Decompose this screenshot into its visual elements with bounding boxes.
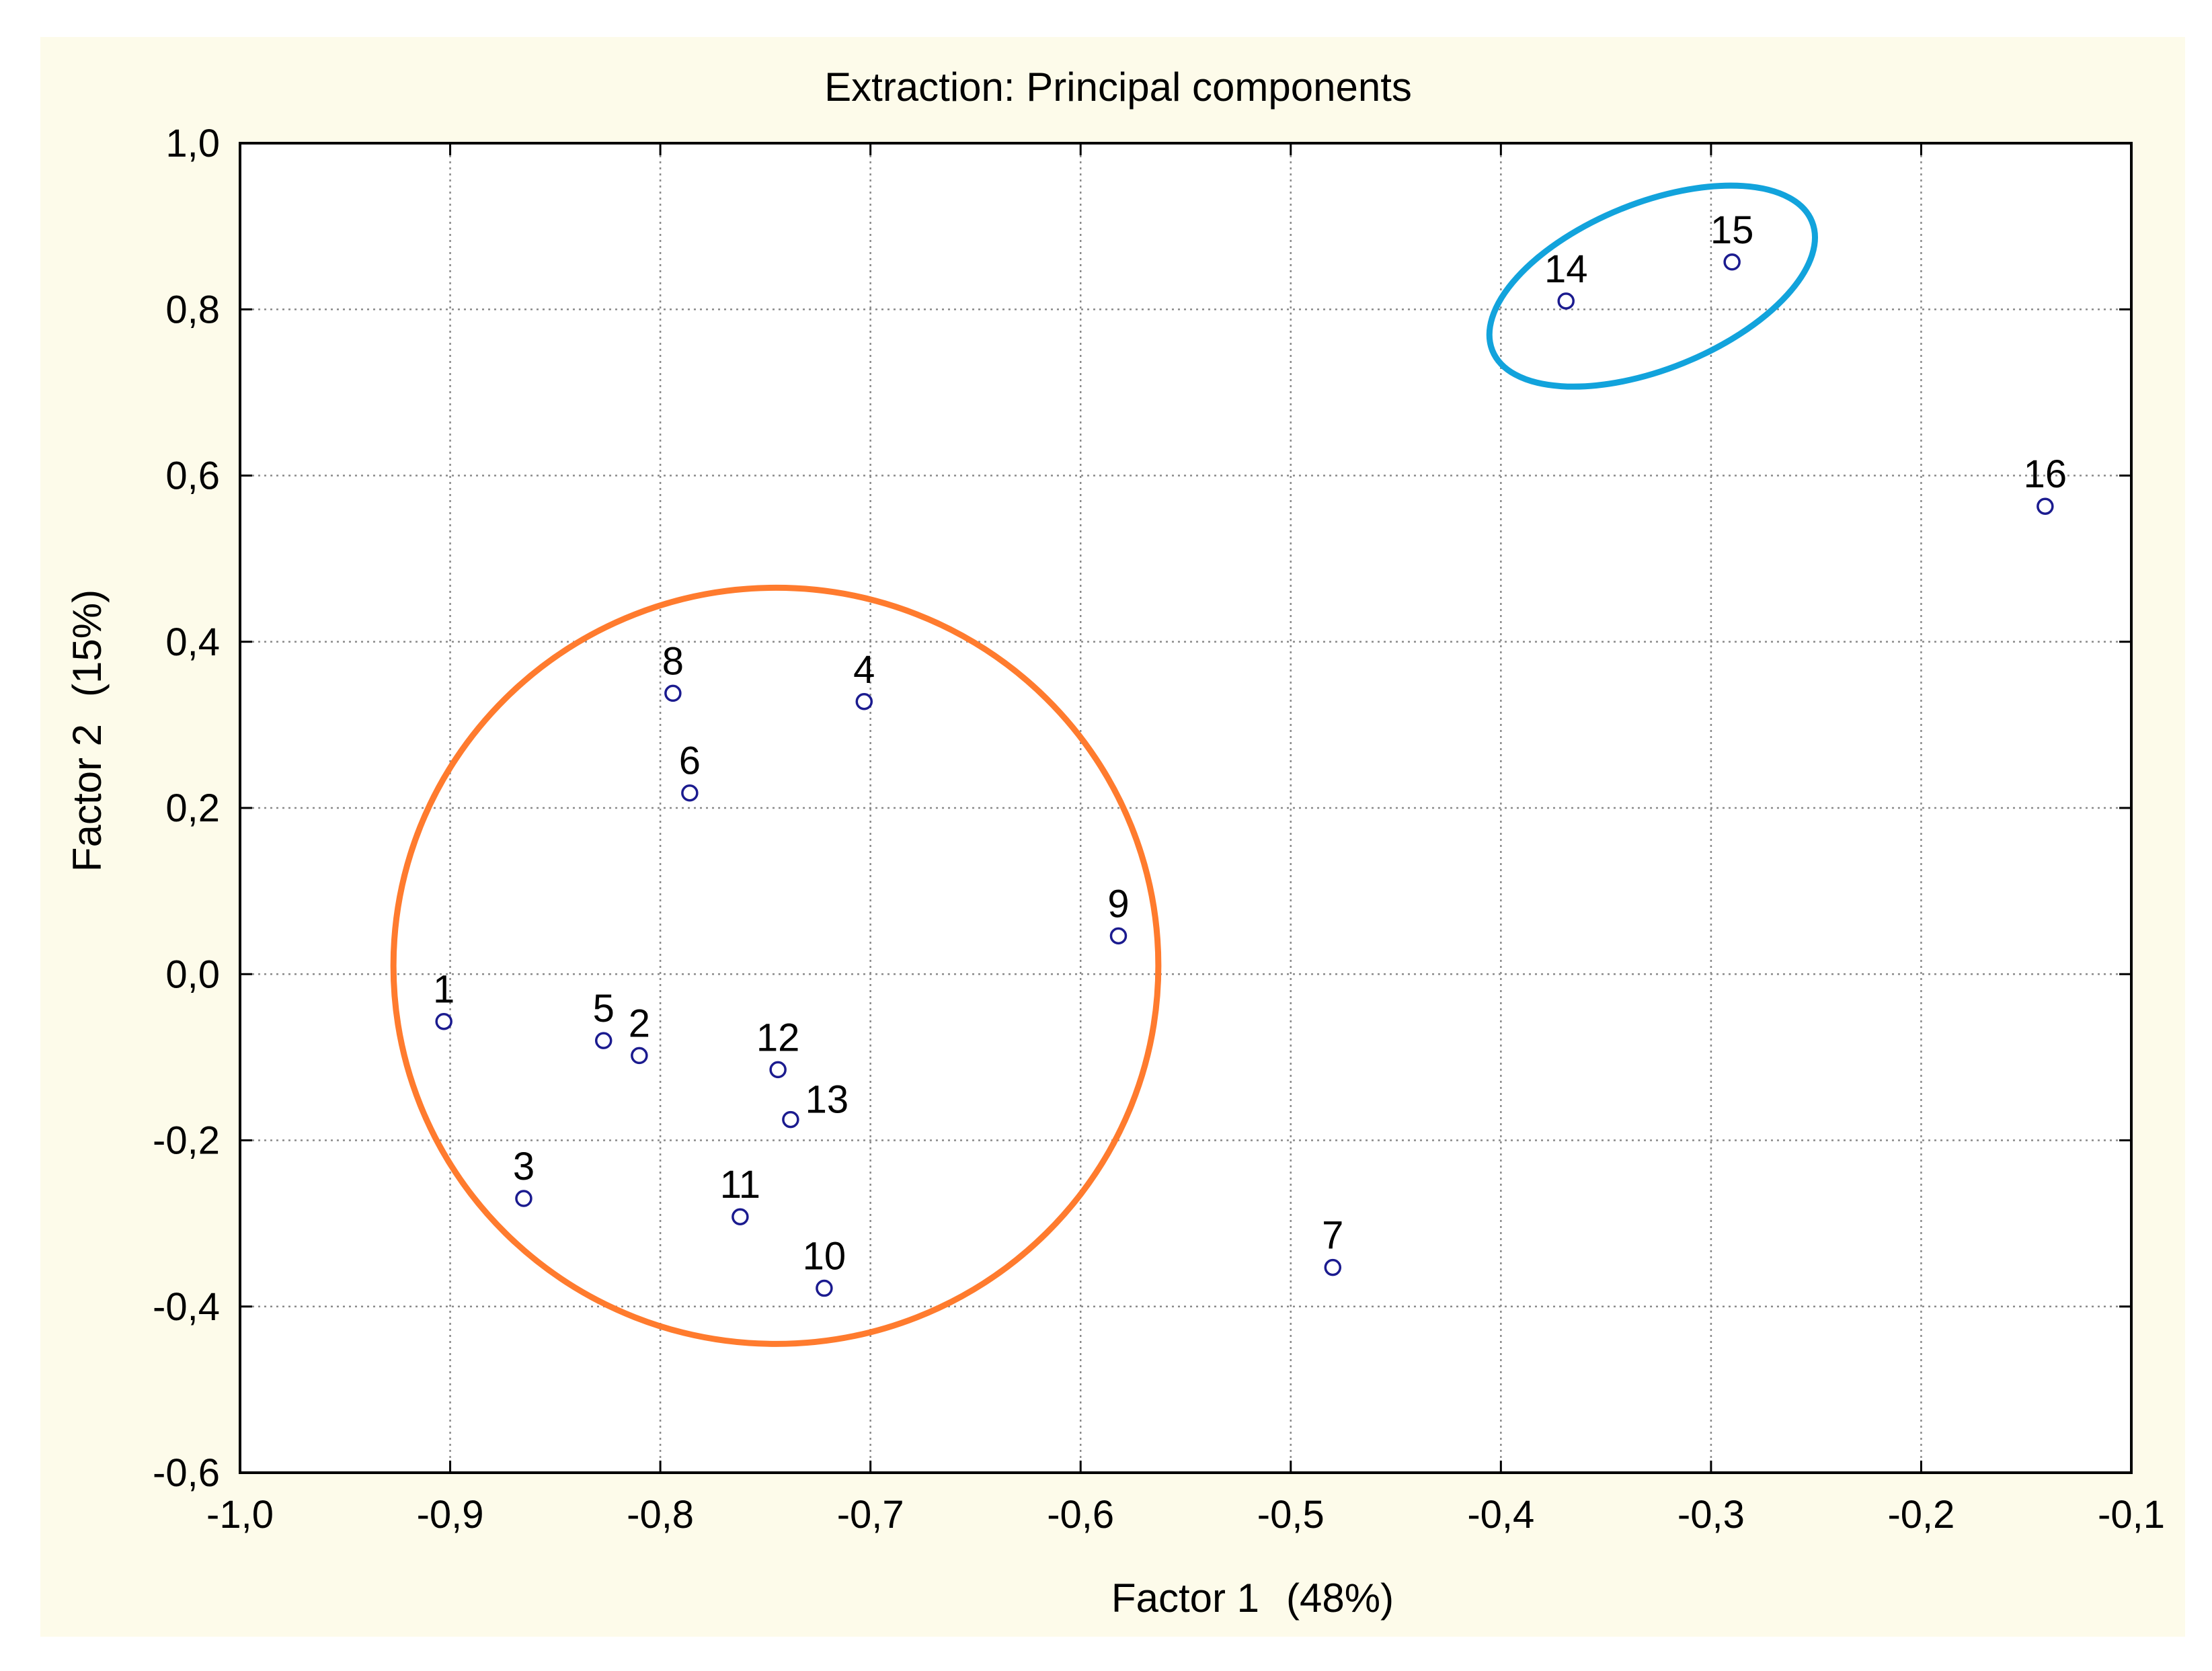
point-label-3: 3 [513,1145,535,1188]
data-point-7 [1324,1258,1342,1276]
x-tick-label: -0,9 [417,1493,484,1537]
point-label-8: 8 [662,639,684,683]
x-tick-label: -0,8 [627,1493,694,1537]
x-tick-label: -1,0 [206,1493,274,1537]
point-label-4: 4 [853,648,875,692]
y-tick-label: 0,8 [165,288,220,331]
x-axis-percent: (48%) [1286,1576,1394,1621]
y-tick-label: -0,4 [153,1285,220,1329]
cluster-14-15-annotation [1486,182,1818,390]
data-point-1 [435,1012,452,1030]
data-point-12 [769,1061,787,1079]
x-axis-title: Factor 1 (48%) [1111,1576,1394,1621]
y-axis-title: Factor 2 (15%) [65,589,110,872]
data-point-4 [855,693,873,710]
x-tick-label: -0,7 [837,1493,904,1537]
point-label-5: 5 [593,987,615,1030]
data-point-9 [1109,927,1128,945]
data-point-15 [1723,253,1741,271]
y-tick-label: -0,2 [153,1119,220,1163]
point-label-12: 12 [756,1016,800,1059]
point-label-7: 7 [1322,1214,1343,1258]
data-point-11 [732,1208,749,1225]
point-label-14: 14 [1544,247,1588,291]
x-axis-label: Factor 1 [1111,1576,1259,1621]
y-tick-label: 0,2 [165,786,220,830]
axis-ticks: -1,0 -0,9 -0,8 -0,7 -0,6 -0,5 -0,4 -0,3 -0,2 -0,1… [153,122,2165,1537]
data-point-8 [664,684,682,702]
cluster-annotations [390,182,1818,1347]
chart-title: Extraction: Principal components [824,65,1412,110]
point-label-10: 10 [803,1235,846,1278]
data-point-14 [1557,292,1575,310]
data-point-5 [594,1032,613,1049]
point-label-13: 13 [805,1078,849,1122]
point-label-6: 6 [679,739,701,783]
point-label-11: 11 [720,1163,760,1207]
x-tick-label: -0,5 [1257,1493,1325,1537]
data-point-3 [515,1190,532,1207]
point-label-16: 16 [2024,452,2067,496]
data-point-6 [681,784,699,802]
y-axis-label: Factor 2 [65,724,110,872]
y-tick-label: 0,6 [165,454,220,498]
x-tick-label: -0,4 [1467,1493,1534,1537]
y-tick-label: 1,0 [165,122,220,165]
x-tick-label: -0,3 [1677,1493,1745,1537]
data-point-10 [816,1279,833,1297]
data-point-2 [631,1047,648,1065]
data-point-13 [782,1110,799,1129]
grid-lines [240,143,2131,1473]
point-label-9: 9 [1107,882,1129,926]
y-axis-percent: (15%) [65,589,110,697]
x-tick-label: -0,2 [1887,1493,1954,1537]
point-label-2: 2 [629,1002,650,1045]
cluster-1-11-13-annotation [390,584,1162,1347]
y-tick-label: -0,6 [153,1451,220,1495]
point-label-1: 1 [433,968,455,1012]
point-label-15: 15 [1710,208,1754,252]
x-tick-label: -0,1 [2098,1493,2165,1537]
data-point-16 [2037,497,2054,515]
y-tick-label: 0,0 [165,952,220,996]
x-tick-label: -0,6 [1047,1493,1114,1537]
y-tick-label: 0,4 [165,620,220,664]
